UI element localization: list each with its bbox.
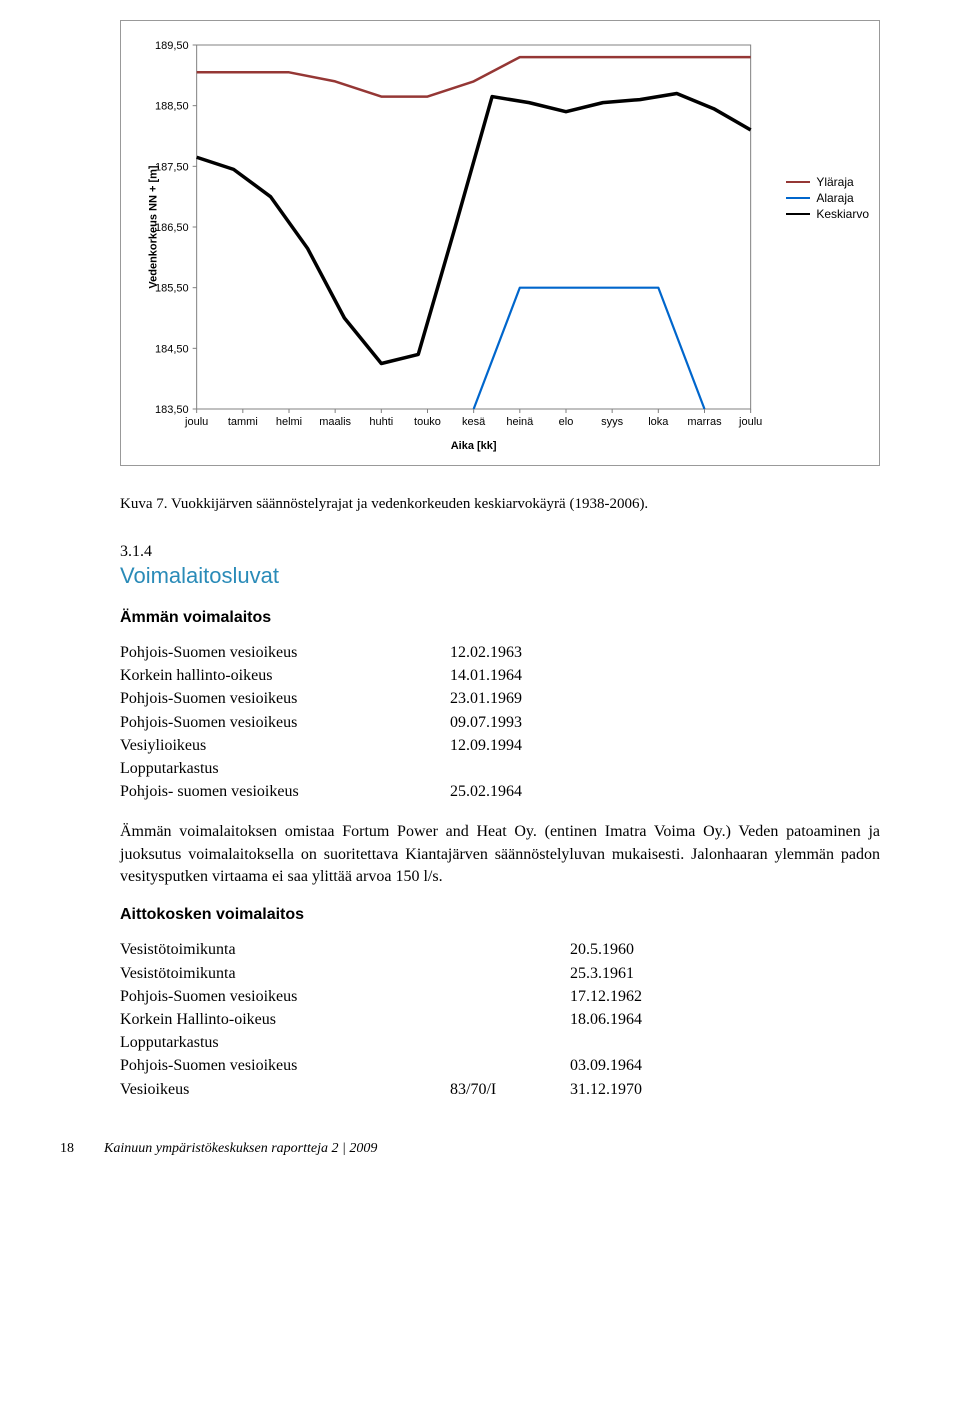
page: 183,50 184,50 185,50 186,50 187,50 188,50 189,… — [0, 0, 960, 1197]
line-chart: 183,50 184,50 185,50 186,50 187,50 188,50 189,… — [131, 35, 770, 455]
section-number: 3.1.4 — [120, 543, 880, 561]
row-label: Pohjois-Suomen vesioikeus — [120, 711, 450, 734]
svg-text:elo: elo — [559, 416, 574, 428]
svg-text:187,50: 187,50 — [155, 161, 189, 173]
row-value: 12.09.1994 — [450, 734, 522, 757]
svg-text:186,50: 186,50 — [155, 222, 189, 234]
row-value: 20.5.1960 — [570, 938, 634, 961]
svg-text:loka: loka — [648, 416, 669, 428]
svg-text:Aika [kk]: Aika [kk] — [451, 440, 497, 452]
figure-caption: Kuva 7. Vuokkĳärven säännöstelyrajat ja … — [120, 496, 880, 513]
row-value: 25.3.1961 — [570, 962, 634, 985]
legend-item: Alaraja — [786, 191, 869, 205]
svg-text:syys: syys — [601, 416, 624, 428]
row-label: Vesioikeus — [120, 1078, 450, 1101]
row-label: Korkein hallinto-oikeus — [120, 664, 450, 687]
row-value: 31.12.1970 — [570, 1078, 642, 1101]
row-label: Vesiylioikeus — [120, 734, 450, 757]
paragraph-amman: Ämmän voimalaitoksen omistaa Fortum Powe… — [120, 821, 880, 888]
table-row: Vesioikeus83/70/I31.12.1970 — [120, 1078, 880, 1101]
row-value: 17.12.1962 — [570, 985, 642, 1008]
table-row: Vesiylioikeus12.09.1994 — [120, 734, 880, 757]
table-row: Korkein hallinto-oikeus14.01.1964 — [120, 664, 880, 687]
table-row: Pohjois-Suomen vesioikeus23.01.1969 — [120, 687, 880, 710]
row-label: Pohjois-Suomen vesioikeus — [120, 1054, 450, 1077]
subheading-amman: Ämmän voimalaitos — [120, 609, 880, 627]
table-row: Pohjois-Suomen vesioikeus 17.12.1962 — [120, 985, 880, 1008]
svg-text:184,50: 184,50 — [155, 343, 189, 355]
row-label: Lopputarkastus — [120, 757, 450, 780]
row-value: 12.02.1963 — [450, 641, 522, 664]
row-mid — [450, 985, 570, 1008]
chart-legend: Yläraja Alaraja Keskiarvo — [786, 175, 869, 223]
chart-plot: 183,50 184,50 185,50 186,50 187,50 188,50 189,… — [131, 35, 770, 455]
table-row: Pohjois-Suomen vesioikeus 03.09.1964 — [120, 1054, 880, 1077]
subheading-aittokoski: Aittokosken voimalaitos — [120, 906, 880, 924]
legend-swatch — [786, 197, 810, 199]
row-mid — [450, 1008, 570, 1031]
permits-table-aittokoski: Vesistötoimikunta20.5.1960Vesistötoimiku… — [120, 938, 880, 1100]
table-row: Lopputarkastus — [120, 757, 880, 780]
row-label: Pohjois- suomen vesioikeus — [120, 780, 450, 803]
row-value: 23.01.1969 — [450, 687, 522, 710]
row-value: 09.07.1993 — [450, 711, 522, 734]
page-footer: 18 Kainuun ympäristökeskuksen raportteja… — [60, 1141, 880, 1157]
table-row: Pohjois-Suomen vesioikeus09.07.1993 — [120, 711, 880, 734]
section-title: Voimalaitosluvat — [120, 563, 880, 589]
legend-swatch — [786, 213, 810, 215]
table-row: Korkein Hallinto-oikeus 18.06.1964 — [120, 1008, 880, 1031]
chart-inner: 183,50 184,50 185,50 186,50 187,50 188,50 189,… — [131, 35, 869, 455]
table-row: Pohjois-Suomen vesioikeus12.02.1963 — [120, 641, 880, 664]
page-number: 18 — [60, 1141, 74, 1157]
table-row: Vesistötoimikunta 25.3.1961 — [120, 962, 880, 985]
row-label: Vesistötoimikunta — [120, 962, 450, 985]
svg-text:tammi: tammi — [228, 416, 258, 428]
row-label: Vesistötoimikunta — [120, 938, 450, 961]
row-label: Lopputarkastus — [120, 1031, 450, 1054]
row-mid — [450, 938, 570, 961]
svg-text:joulu: joulu — [738, 416, 762, 428]
legend-item: Keskiarvo — [786, 207, 869, 221]
table-row: Vesistötoimikunta 20.5.1960 — [120, 938, 880, 961]
svg-text:touko: touko — [414, 416, 441, 428]
svg-text:marras: marras — [687, 416, 722, 428]
svg-text:helmi: helmi — [276, 416, 302, 428]
svg-text:heinä: heinä — [506, 416, 534, 428]
permits-table-amman: Pohjois-Suomen vesioikeus12.02.1963Korke… — [120, 641, 880, 803]
row-mid — [450, 1054, 570, 1077]
svg-text:185,50: 185,50 — [155, 283, 189, 295]
row-label: Korkein Hallinto-oikeus — [120, 1008, 450, 1031]
svg-text:maalis: maalis — [319, 416, 351, 428]
row-label: Pohjois-Suomen vesioikeus — [120, 985, 450, 1008]
legend-swatch — [786, 181, 810, 183]
footer-text: Kainuun ympäristökeskuksen raportteja 2 … — [104, 1141, 377, 1157]
row-mid — [450, 1031, 570, 1054]
row-value: 18.06.1964 — [570, 1008, 642, 1031]
row-label: Pohjois-Suomen vesioikeus — [120, 641, 450, 664]
table-row: Lopputarkastus — [120, 1031, 880, 1054]
legend-label: Yläraja — [816, 175, 853, 189]
table-row: Pohjois- suomen vesioikeus25.02.1964 — [120, 780, 880, 803]
svg-text:189,50: 189,50 — [155, 40, 189, 52]
row-mid: 83/70/I — [450, 1078, 570, 1101]
row-value: 14.01.1964 — [450, 664, 522, 687]
chart-container: 183,50 184,50 185,50 186,50 187,50 188,50 189,… — [120, 20, 880, 466]
legend-label: Keskiarvo — [816, 207, 869, 221]
legend-item: Yläraja — [786, 175, 869, 189]
svg-text:Vedenkorkeus NN + [m]: Vedenkorkeus NN + [m] — [148, 165, 160, 289]
svg-text:kesä: kesä — [462, 416, 486, 428]
svg-text:huhti: huhti — [369, 416, 393, 428]
svg-text:joulu: joulu — [184, 416, 208, 428]
svg-text:183,50: 183,50 — [155, 404, 189, 416]
row-label: Pohjois-Suomen vesioikeus — [120, 687, 450, 710]
legend-label: Alaraja — [816, 191, 853, 205]
row-value: 03.09.1964 — [570, 1054, 642, 1077]
row-mid — [450, 962, 570, 985]
row-value: 25.02.1964 — [450, 780, 522, 803]
svg-text:188,50: 188,50 — [155, 101, 189, 113]
